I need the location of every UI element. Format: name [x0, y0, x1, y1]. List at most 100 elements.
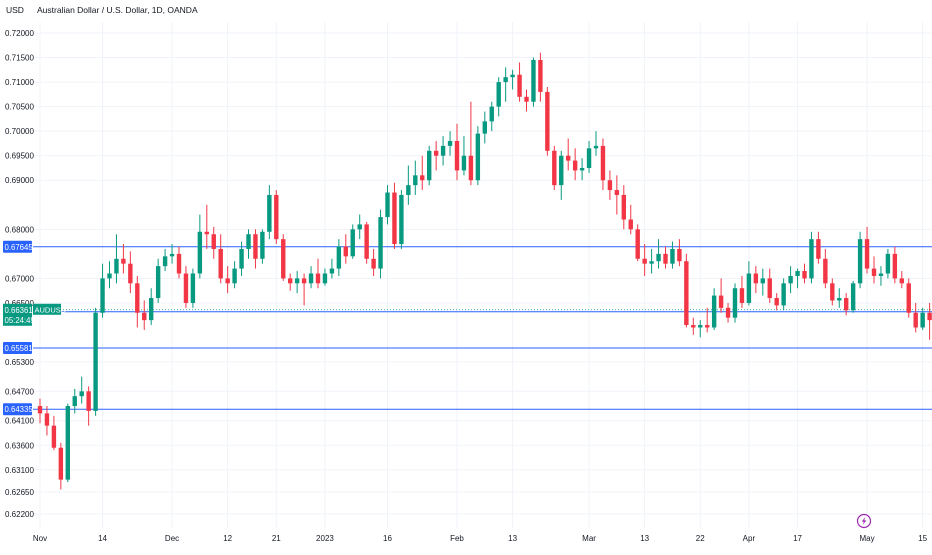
horizontal-levels[interactable] [33, 246, 932, 410]
candle-body [906, 283, 911, 313]
x-tick-label: Feb [450, 534, 464, 543]
candle-body [649, 261, 654, 264]
candle-body [267, 194, 272, 232]
candle-body [253, 234, 258, 259]
candle-body [691, 325, 696, 328]
candles [37, 52, 932, 490]
candle-body [913, 312, 918, 328]
candle-body [496, 82, 501, 107]
candle-body [684, 261, 689, 326]
candle-body [566, 155, 571, 161]
candle-body [545, 91, 550, 151]
candle-body [440, 145, 446, 156]
y-tick-label: 0.63100 [5, 466, 34, 475]
candle-body [767, 278, 772, 299]
candle-body [677, 248, 682, 262]
y-tick-label: 0.71500 [5, 54, 34, 63]
x-tick-label: 13 [640, 534, 649, 543]
candle-body [552, 150, 557, 186]
candle-body [162, 256, 168, 267]
x-tick-label: 21 [272, 534, 281, 543]
candle-body [489, 106, 494, 122]
candle-body [392, 192, 397, 245]
candle-body [357, 224, 362, 230]
candle-body [308, 273, 314, 284]
candle-body [385, 192, 390, 218]
candle-body [572, 160, 578, 171]
candle-body [468, 155, 474, 181]
candle-body [37, 406, 43, 414]
candle-body [739, 288, 745, 303]
y-tick-label: 0.63600 [5, 441, 34, 450]
candle-body [788, 275, 793, 284]
level-price-label [3, 342, 32, 355]
candle-body [204, 231, 209, 235]
candle-body [830, 283, 835, 301]
y-tick-label: 0.62650 [5, 488, 34, 497]
candle-body [107, 273, 112, 279]
candle-body [482, 121, 487, 134]
candle-body [454, 140, 460, 171]
candle-body [211, 234, 216, 249]
candle-body [288, 278, 293, 284]
candle-body [698, 325, 703, 328]
y-tick-label: 0.67000 [5, 274, 34, 283]
candle-body [239, 248, 244, 269]
currency-label: USD [6, 5, 24, 15]
candle-body [169, 253, 175, 257]
candle-body [447, 140, 453, 146]
x-tick-label: 12 [223, 534, 232, 543]
x-tick-label: 14 [98, 534, 107, 543]
price-axis[interactable]: 0.72000 0.71500 0.71000 0.70500 0.70000 0.695… [5, 29, 34, 519]
level-price-label [3, 403, 32, 416]
y-tick-label: 0.68000 [5, 225, 34, 234]
level-price-label-text: 0.64335 [5, 405, 34, 414]
candle-body [579, 167, 585, 171]
candle-body [864, 239, 870, 269]
candle-body [51, 425, 57, 448]
candle-body [705, 325, 710, 328]
candle-body [378, 217, 383, 269]
candle-body [718, 295, 724, 308]
candle-body [420, 175, 425, 181]
candle-body [760, 278, 765, 284]
candle-body [149, 298, 154, 321]
time-axis[interactable]: Nov 14 Dec 12 21 2023 16 Feb 13 Mar 13 22 Apr 17 May 15… [33, 534, 932, 543]
candle-body [663, 253, 668, 264]
candle-body [155, 266, 161, 299]
candle-body [427, 150, 432, 181]
candle-body [343, 246, 348, 257]
candle-body [621, 194, 626, 220]
x-tick-label: Apr [743, 534, 756, 543]
y-tick-label: 0.64100 [5, 417, 34, 426]
candle-body [510, 74, 515, 78]
candle-body [100, 278, 105, 313]
candle-body [301, 278, 307, 284]
candle-body [885, 253, 891, 274]
candle-body [837, 298, 842, 301]
candle-body [246, 234, 251, 249]
grid [33, 22, 932, 528]
y-tick-label: 0.70500 [5, 103, 34, 112]
candle-body [371, 258, 376, 269]
level-price-label-text: 0.65581 [5, 344, 33, 353]
lightning-bolt-icon[interactable] [856, 513, 872, 529]
candle-body [927, 312, 932, 321]
candle-body [315, 273, 321, 284]
level-price-label-text: 0.67645 [5, 243, 34, 252]
candle-body [503, 77, 508, 83]
candle-body [44, 413, 50, 426]
candle-body [128, 263, 133, 284]
candle-body [461, 155, 467, 171]
x-tick-label: 15 [918, 534, 927, 543]
current-price-text: 0.66361 [5, 306, 33, 315]
x-tick-label: Mar [582, 534, 596, 543]
x-tick-label: Dec [165, 534, 179, 543]
y-tick-label: 0.69500 [5, 152, 34, 161]
x-tick-label: 16 [383, 534, 392, 543]
candle-body [274, 194, 279, 240]
candle-body [72, 396, 77, 407]
candle-body [642, 258, 647, 264]
candle-body [607, 180, 613, 191]
